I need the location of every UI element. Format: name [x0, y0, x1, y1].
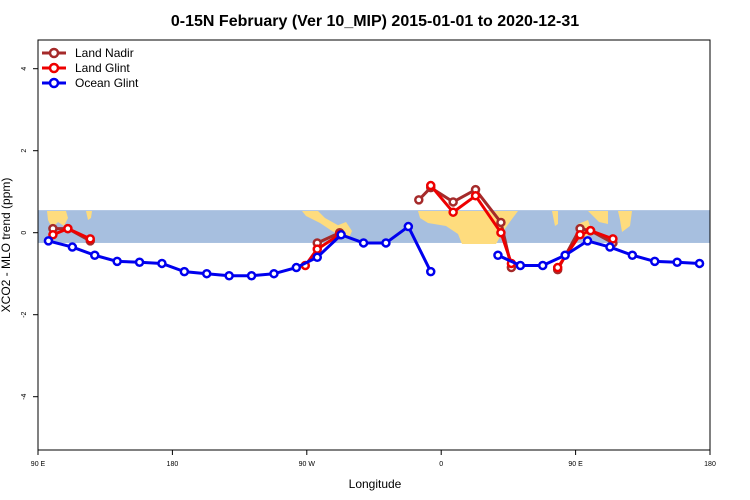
data-point: [112, 256, 122, 267]
x-tick-label: 180: [167, 461, 179, 468]
plot-frame: [37, 39, 711, 451]
data-point: [425, 266, 436, 277]
land-shape: [618, 211, 632, 232]
data-point: [627, 250, 638, 260]
data-point: [672, 257, 682, 267]
data-point: [552, 262, 563, 273]
data-point: [134, 257, 145, 267]
data-point: [470, 191, 481, 201]
y-axis-label: XCO2 - MLO trend (ppm): [0, 178, 13, 313]
data-point: [269, 268, 279, 279]
legend-entry: Ocean Glint: [75, 76, 139, 90]
data-point: [67, 242, 78, 252]
legend-marker: [48, 47, 60, 59]
data-point: [448, 197, 458, 207]
x-tick-label: 90 E: [31, 461, 46, 468]
land-shape: [588, 211, 608, 224]
data-point: [89, 250, 100, 260]
data-point: [537, 260, 548, 271]
legend-marker: [48, 77, 60, 89]
series-ocean-glint: [43, 221, 705, 281]
data-point: [358, 238, 369, 248]
x-tick-label: 0: [439, 461, 443, 468]
y-tick-label: 2: [21, 149, 28, 153]
data-point: [224, 271, 234, 281]
chart-title: 0-15N February (Ver 10_MIP) 2015-01-01 t…: [171, 13, 579, 30]
data-point: [585, 225, 596, 236]
data-point: [48, 230, 58, 240]
data-point: [403, 221, 414, 232]
legend-marker: [48, 62, 60, 74]
data-point: [85, 234, 96, 244]
legend-entry: Land Nadir: [75, 46, 134, 60]
data-point: [312, 252, 323, 263]
data-point: [291, 262, 302, 273]
data-point: [312, 244, 323, 254]
data-point: [246, 271, 257, 281]
y-tick-label: -2: [21, 311, 28, 317]
x-tick-label: 90 E: [568, 461, 583, 468]
land-shape: [47, 211, 68, 228]
data-point: [493, 250, 503, 260]
legend-entry: Land Glint: [75, 61, 130, 75]
land-shape: [552, 211, 558, 226]
x-tick-label: 90 W: [299, 461, 316, 468]
y-tick-label: -4: [21, 393, 28, 399]
land-shape: [86, 211, 92, 220]
x-tick-label: 180: [704, 461, 716, 468]
land-shape: [302, 211, 345, 236]
data-point: [496, 227, 506, 238]
data-point: [608, 234, 618, 244]
data-point: [381, 238, 391, 248]
data-point: [694, 258, 705, 269]
series-line: [497, 239, 700, 267]
data-point: [649, 256, 660, 267]
data-point: [43, 236, 54, 246]
data-point: [582, 236, 593, 246]
data-point: [414, 195, 424, 205]
y-tick-label: 4: [21, 67, 28, 71]
data-point: [425, 180, 436, 191]
data-point: [605, 242, 615, 252]
data-point: [448, 207, 458, 217]
data-point: [560, 250, 570, 260]
data-point: [575, 230, 585, 240]
data-point: [336, 230, 346, 240]
data-point: [157, 258, 167, 269]
data-point: [201, 268, 212, 279]
data-point: [179, 266, 190, 277]
y-tick-label: 0: [21, 231, 28, 235]
data-point: [63, 223, 73, 234]
data-point: [496, 217, 506, 228]
x-axis-label: Longitude: [349, 477, 402, 491]
data-point: [515, 260, 526, 271]
